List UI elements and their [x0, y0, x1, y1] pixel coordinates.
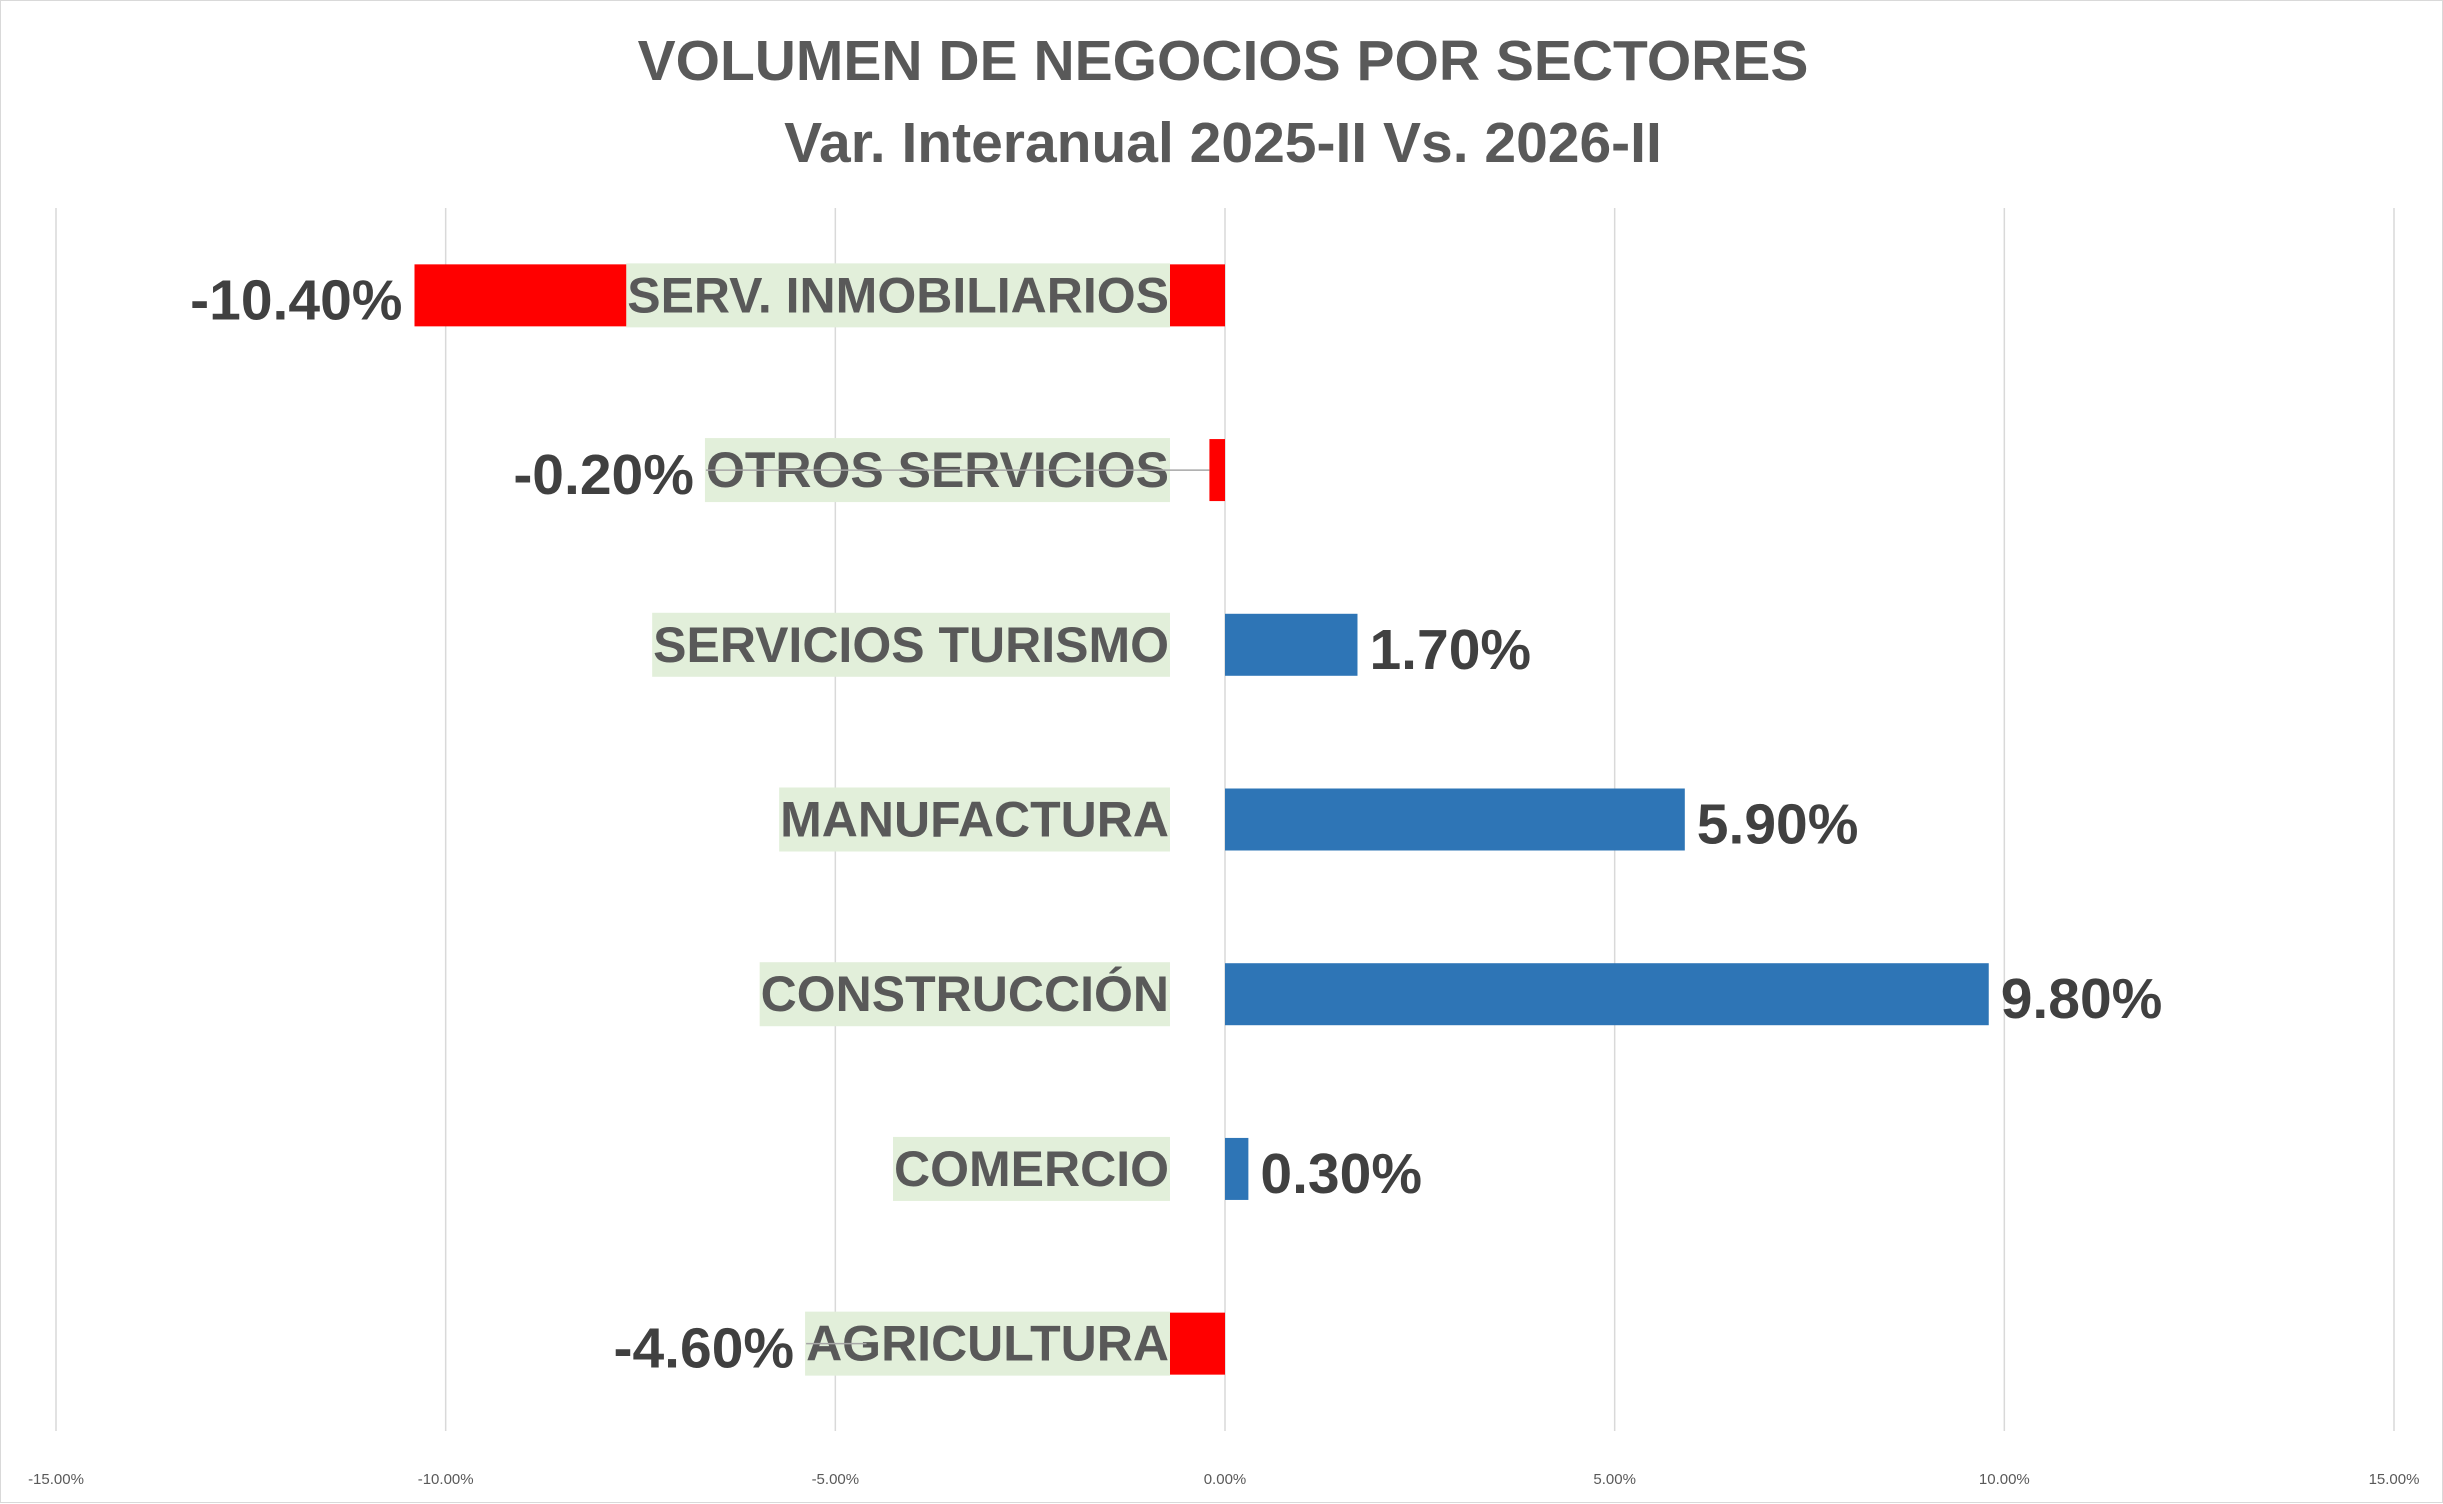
data-label: -4.60%: [613, 1317, 794, 1381]
x-tick-label: -15.00%: [28, 1471, 84, 1488]
x-tick-label: -10.00%: [418, 1471, 474, 1488]
data-label: 9.80%: [2001, 967, 2163, 1031]
category-label-bg: [626, 263, 1170, 328]
bar: [1225, 1137, 1249, 1200]
category-label: SERVICIOS TURISMO: [653, 617, 1169, 673]
x-tick-label: 10.00%: [1979, 1471, 2030, 1488]
bar: [1225, 788, 1685, 851]
data-label: -0.20%: [513, 443, 694, 507]
category-label-bg: [893, 1136, 1170, 1201]
x-axis-tick-labels: -15.00% -10.00% -5.00% 0.00% 5.00% 10.00% 15.0…: [28, 1471, 2419, 1488]
data-label: -10.40%: [190, 268, 402, 332]
x-tick-label: -5.00%: [812, 1471, 860, 1488]
labels-group: SERV. INMOBILIARIOS-10.40%OTROS SERVICIO…: [190, 263, 2163, 1381]
x-tick-label: 15.00%: [2369, 1471, 2420, 1488]
data-label: 1.70%: [1369, 618, 1531, 682]
category-label: COMERCIO: [894, 1141, 1169, 1197]
bar: [1225, 613, 1358, 676]
x-tick-label: 5.00%: [1593, 1471, 1636, 1488]
category-label-bg: [652, 612, 1170, 677]
category-label-bg: [759, 962, 1170, 1027]
x-tick-label: 0.00%: [1204, 1471, 1247, 1488]
chart-subtitle: Var. Interanual 2025-II Vs. 2026-II: [784, 111, 1662, 175]
category-label: MANUFACTURA: [780, 792, 1169, 848]
category-label: CONSTRUCCIÓN: [761, 966, 1169, 1022]
category-label-bg: [779, 787, 1170, 852]
bar: [1225, 963, 1989, 1026]
category-label: SERV. INMOBILIARIOS: [627, 267, 1169, 323]
chart-title: VOLUMEN DE NEGOCIOS POR SECTORES: [638, 29, 1809, 93]
category-label: AGRICULTURA: [806, 1316, 1169, 1372]
data-label: 0.30%: [1260, 1142, 1422, 1206]
data-label: 5.90%: [1697, 793, 1859, 857]
bar: [1209, 439, 1225, 502]
